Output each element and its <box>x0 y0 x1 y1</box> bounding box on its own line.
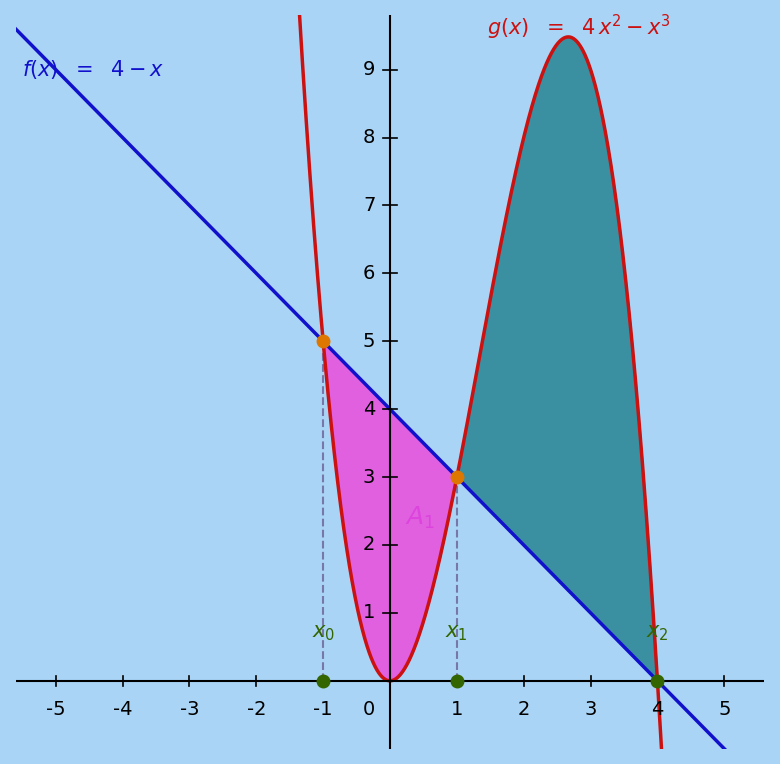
Text: -1: -1 <box>314 700 333 719</box>
Text: $f(x)\ \ =\ \ 4-x$: $f(x)\ \ =\ \ 4-x$ <box>23 58 165 82</box>
Text: $g(x)\ \ =\ \ 4\,x^2-x^3$: $g(x)\ \ =\ \ 4\,x^2-x^3$ <box>487 13 671 43</box>
Text: 8: 8 <box>363 128 375 147</box>
Text: 9: 9 <box>363 60 375 79</box>
Text: 1: 1 <box>451 700 463 719</box>
Text: -5: -5 <box>46 700 66 719</box>
Text: $x_1$: $x_1$ <box>445 624 468 643</box>
Text: 5: 5 <box>363 332 375 351</box>
Text: $A_1$: $A_1$ <box>405 504 434 531</box>
Text: $A_2$: $A_2$ <box>584 267 614 293</box>
Text: -3: -3 <box>179 700 199 719</box>
Text: $x_2$: $x_2$ <box>646 624 668 643</box>
Text: 4: 4 <box>363 400 375 419</box>
Text: 1: 1 <box>363 604 375 623</box>
Text: $x_0$: $x_0$ <box>311 624 335 643</box>
Text: 3: 3 <box>363 468 375 487</box>
Text: -4: -4 <box>113 700 133 719</box>
Text: 3: 3 <box>584 700 597 719</box>
Text: 5: 5 <box>718 700 731 719</box>
Text: 2: 2 <box>517 700 530 719</box>
Text: 6: 6 <box>363 264 375 283</box>
Text: -2: -2 <box>246 700 266 719</box>
Text: 2: 2 <box>363 536 375 555</box>
Text: 7: 7 <box>363 196 375 215</box>
Text: 0: 0 <box>363 700 375 719</box>
Text: 4: 4 <box>651 700 664 719</box>
